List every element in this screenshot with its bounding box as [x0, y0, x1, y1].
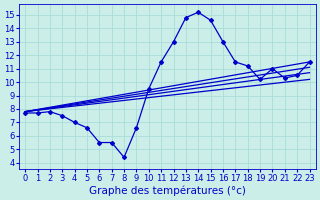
X-axis label: Graphe des températures (°c): Graphe des températures (°c) [89, 185, 246, 196]
